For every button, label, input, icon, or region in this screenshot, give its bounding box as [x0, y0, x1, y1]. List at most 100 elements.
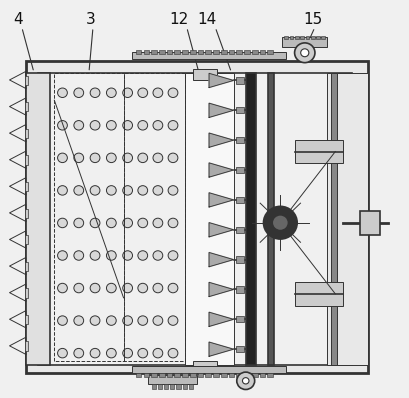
Circle shape: [90, 348, 100, 358]
Circle shape: [106, 348, 116, 358]
Bar: [330, 72, 337, 365]
Bar: [189, 373, 195, 377]
Polygon shape: [209, 222, 233, 237]
Bar: [184, 72, 233, 365]
Circle shape: [57, 348, 67, 358]
Circle shape: [137, 153, 147, 163]
Circle shape: [122, 283, 132, 293]
Bar: [25, 129, 28, 138]
Bar: [25, 261, 28, 271]
Bar: [182, 51, 187, 54]
Circle shape: [74, 316, 83, 325]
Bar: [131, 52, 286, 59]
Bar: [259, 373, 265, 377]
Bar: [235, 256, 243, 263]
Bar: [294, 282, 343, 306]
Bar: [267, 51, 272, 54]
Bar: [321, 36, 324, 39]
Circle shape: [106, 88, 116, 98]
Bar: [151, 373, 157, 377]
Bar: [251, 51, 257, 54]
Bar: [158, 384, 162, 389]
Circle shape: [137, 185, 147, 195]
Circle shape: [153, 185, 162, 195]
Circle shape: [57, 121, 67, 130]
Bar: [25, 235, 28, 244]
Bar: [326, 72, 367, 365]
Circle shape: [74, 153, 83, 163]
Bar: [166, 373, 172, 377]
Circle shape: [153, 283, 162, 293]
Circle shape: [106, 251, 116, 260]
Circle shape: [153, 348, 162, 358]
Bar: [305, 36, 308, 39]
Bar: [228, 51, 234, 54]
Circle shape: [153, 316, 162, 325]
Circle shape: [74, 251, 83, 260]
Bar: [174, 51, 180, 54]
Bar: [236, 51, 241, 54]
Circle shape: [168, 251, 178, 260]
Circle shape: [168, 153, 178, 163]
Circle shape: [294, 43, 314, 62]
Bar: [213, 373, 218, 377]
Bar: [143, 51, 149, 54]
Circle shape: [153, 218, 162, 228]
Bar: [197, 51, 203, 54]
Circle shape: [168, 316, 178, 325]
Circle shape: [57, 88, 67, 98]
Circle shape: [153, 251, 162, 260]
Bar: [135, 373, 141, 377]
Circle shape: [106, 153, 116, 163]
Bar: [159, 51, 164, 54]
Circle shape: [106, 121, 116, 130]
Bar: [26, 60, 367, 373]
Bar: [235, 77, 243, 84]
Bar: [243, 373, 249, 377]
Circle shape: [122, 251, 132, 260]
Circle shape: [168, 185, 178, 195]
Bar: [25, 182, 28, 191]
Circle shape: [153, 153, 162, 163]
Circle shape: [57, 153, 67, 163]
Bar: [267, 373, 272, 377]
Circle shape: [122, 185, 132, 195]
Circle shape: [74, 283, 83, 293]
Circle shape: [153, 121, 162, 130]
Text: 15: 15: [303, 12, 322, 27]
Circle shape: [168, 283, 178, 293]
Circle shape: [90, 316, 100, 325]
Polygon shape: [209, 193, 233, 207]
Circle shape: [168, 348, 178, 358]
Circle shape: [57, 283, 67, 293]
Polygon shape: [209, 163, 233, 177]
Polygon shape: [209, 342, 233, 356]
Circle shape: [168, 88, 178, 98]
Circle shape: [122, 348, 132, 358]
Circle shape: [122, 88, 132, 98]
Bar: [189, 51, 195, 54]
Circle shape: [90, 88, 100, 98]
Circle shape: [74, 348, 83, 358]
Circle shape: [153, 88, 162, 98]
Bar: [220, 51, 226, 54]
Bar: [188, 384, 192, 389]
Circle shape: [74, 121, 83, 130]
Bar: [143, 373, 149, 377]
Bar: [38, 72, 351, 365]
Circle shape: [168, 218, 178, 228]
Circle shape: [90, 153, 100, 163]
Bar: [235, 107, 243, 113]
Circle shape: [106, 316, 116, 325]
Polygon shape: [209, 282, 233, 297]
Circle shape: [122, 316, 132, 325]
Polygon shape: [209, 73, 233, 88]
Bar: [170, 384, 174, 389]
Bar: [294, 36, 298, 39]
Bar: [235, 316, 243, 322]
Circle shape: [300, 49, 308, 57]
Bar: [359, 211, 379, 234]
Bar: [176, 384, 180, 389]
Circle shape: [242, 378, 248, 384]
Bar: [235, 167, 243, 173]
